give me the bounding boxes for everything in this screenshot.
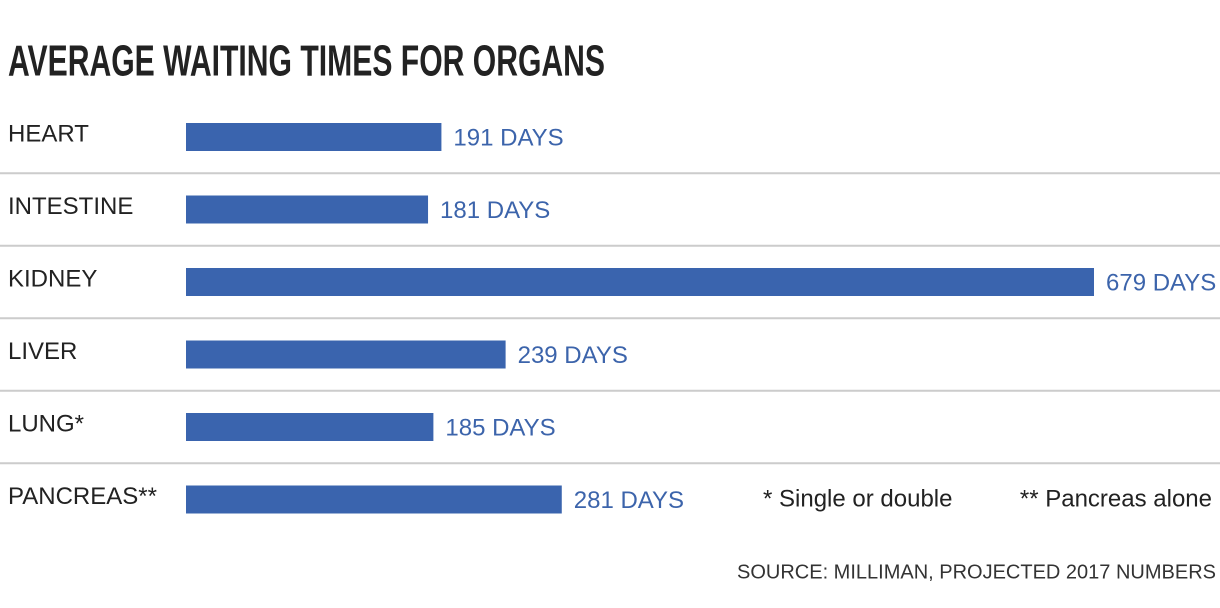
- category-label: INTESTINE: [8, 193, 133, 220]
- chart-title: AVERAGE WAITING TIMES FOR ORGANS: [8, 37, 605, 86]
- category-label: LUNG*: [8, 410, 84, 437]
- value-label: 185 DAYS: [445, 414, 555, 441]
- category-label: HEART: [8, 120, 89, 147]
- bar: [186, 485, 562, 514]
- footnote: * Single or double: [763, 485, 952, 512]
- bar: [186, 195, 429, 224]
- value-label: 181 DAYS: [440, 197, 550, 224]
- bar: [186, 123, 442, 151]
- bar: [186, 268, 1094, 296]
- category-label: LIVER: [8, 338, 77, 365]
- category-label: PANCREAS**: [8, 483, 157, 510]
- value-label: 679 DAYS: [1106, 269, 1216, 296]
- value-label: 281 DAYS: [574, 487, 684, 514]
- value-label: 191 DAYS: [453, 124, 563, 151]
- value-label: 239 DAYS: [518, 342, 628, 369]
- bar: [186, 340, 506, 369]
- source: SOURCE: MILLIMAN, PROJECTED 2017 NUMBERS: [737, 561, 1216, 583]
- category-label: KIDNEY: [8, 265, 97, 292]
- footnote: ** Pancreas alone: [1020, 485, 1212, 512]
- bar: [186, 413, 434, 441]
